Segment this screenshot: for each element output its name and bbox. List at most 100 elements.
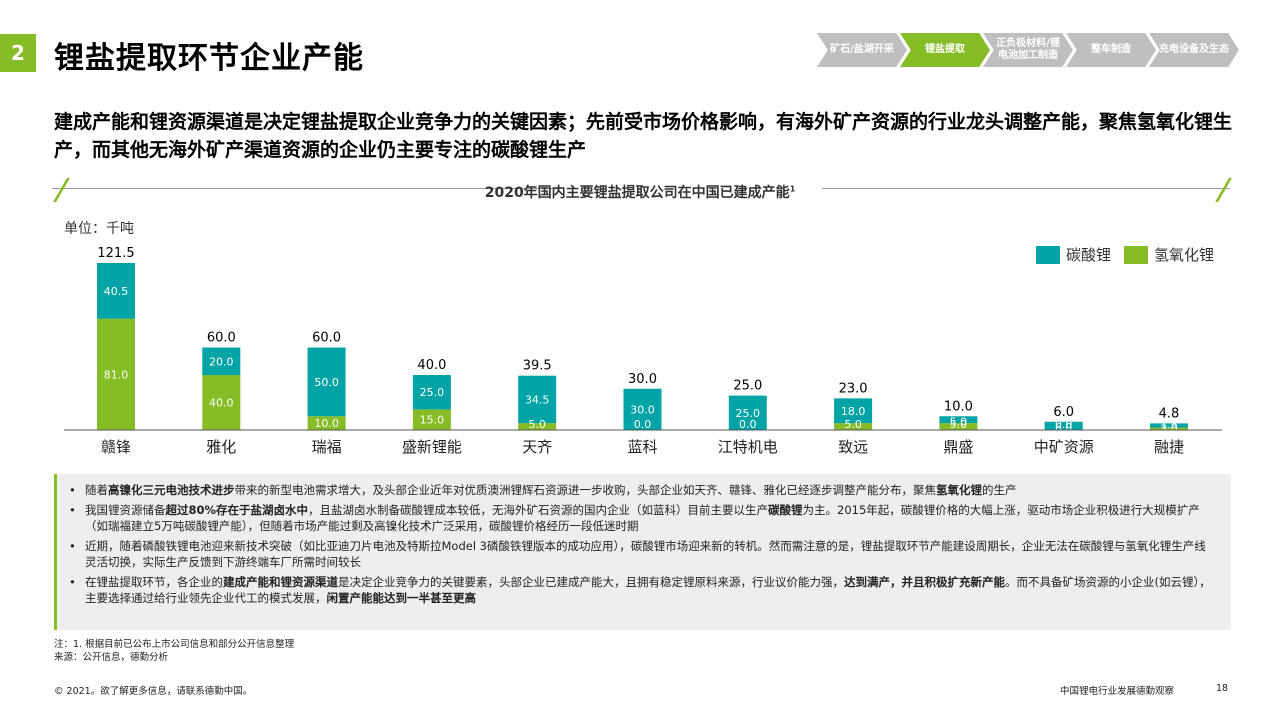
note-text: 随着: [85, 483, 108, 497]
data-label-total: 6.0: [1053, 405, 1074, 420]
bar-hydroxide: [939, 423, 978, 430]
bar-carbonate: [202, 347, 241, 376]
data-label-hydroxide: 5.0: [844, 418, 862, 431]
page-number: 18: [1216, 683, 1229, 694]
note-item: 近期，随着磷酸铁锂电池迎来新技术突破（如比亚迪刀片电池及特斯拉Model 3磷酸…: [65, 538, 1215, 570]
legend-label-carbonate: 碳酸锂: [1066, 246, 1112, 264]
data-label-hydroxide: 0.0: [1055, 418, 1073, 431]
bar-hydroxide: [97, 318, 135, 430]
data-label-carbonate: 18.0: [841, 405, 866, 418]
bar-hydroxide: [518, 423, 557, 430]
bar-carbonate: [307, 347, 346, 417]
data-label-carbonate: 25.0: [736, 407, 761, 420]
tick-label: 天齐: [522, 438, 552, 456]
data-label-hydroxide: 0.0: [634, 418, 652, 431]
note-emphasis: 超过80%存在于盐湖卤水中: [165, 503, 309, 517]
data-label-total: 23.0: [839, 381, 868, 396]
step-mining[interactable]: 矿石/盐湖开采: [817, 33, 907, 67]
data-label-hydroxide: 40.0: [209, 397, 234, 410]
bar-hydroxide: [1150, 427, 1188, 430]
title-rule-right: [822, 188, 1230, 189]
bar-carbonate: [623, 388, 662, 430]
bar-hydroxide: [412, 409, 451, 430]
footnote-1: 注：1. 根据目前已公布上市公司信息和部分公开信息整理: [54, 639, 295, 650]
footnotes: 注：1. 根据目前已公布上市公司信息和部分公开信息整理 来源：公开信息，德勤分析: [54, 638, 294, 664]
data-label-hydroxide: 15.0: [420, 414, 445, 427]
data-label-hydroxide: 1.8: [1160, 418, 1178, 431]
note-text: 的生产: [982, 483, 1017, 497]
bar-carbonate: [728, 395, 767, 430]
tick-label: 盛新锂能: [402, 438, 462, 456]
data-label-hydroxide: 0.0: [739, 418, 757, 431]
data-label-hydroxide: 81.0: [104, 368, 129, 381]
step-vehicle-manufacturing[interactable]: 整车制造: [1066, 33, 1156, 67]
chart-title-text: 2020年国内主要锂盐提取公司在中国已建成产能: [484, 185, 790, 201]
note-emphasis: 建成产能和锂资源渠道: [223, 575, 338, 589]
legend-swatch-carbonate: [1036, 245, 1060, 264]
data-label-carbonate: 40.5: [104, 285, 129, 298]
data-label-carbonate: 6.0: [1055, 421, 1073, 434]
data-label-total: 39.5: [523, 359, 552, 374]
step-charging-ecosystem[interactable]: 充电设备及生态: [1149, 33, 1239, 67]
data-label-carbonate: 20.0: [209, 355, 234, 368]
chart-title-footnote-mark: 1: [789, 184, 796, 194]
data-label-total: 121.5: [97, 246, 134, 261]
bar-carbonate: [834, 398, 873, 424]
data-label-total: 25.0: [733, 379, 762, 394]
legend-label-hydroxide: 氢氧化锂: [1154, 246, 1215, 264]
data-label-total: 30.0: [628, 372, 657, 387]
report-name: 中国锂电行业发展德勤观察: [1060, 686, 1175, 697]
data-label-carbonate: 5.0: [950, 415, 968, 428]
step-battery-manufacturing[interactable]: 正负极材料/锂电池加工制造: [983, 33, 1073, 67]
note-text: 近期，随着磷酸铁锂电池迎来新技术突破（如比亚迪刀片电池及特斯拉Model 3磷酸…: [85, 539, 1206, 569]
note-item: 我国锂资源储备超过80%存在于盐湖卤水中，且盐湖卤水制备碳酸锂成本较低，无海外矿…: [65, 502, 1215, 534]
tick-label: 雅化: [206, 438, 236, 456]
data-label-carbonate: 50.0: [314, 376, 339, 389]
tick-label: 蓝科: [627, 438, 657, 456]
data-label-carbonate: 34.5: [525, 393, 550, 406]
data-label-carbonate: 3.0: [1160, 422, 1178, 435]
data-label-total: 40.0: [417, 358, 446, 373]
tick-label: 中矿资源: [1034, 438, 1094, 456]
note-item: 随着高镍化三元电池技术进步带来的新型电池需求增大，及头部企业近年对优质澳洲锂辉石…: [65, 482, 1215, 498]
tick-label: 致远: [838, 438, 868, 456]
bar-carbonate: [518, 375, 557, 424]
chart-title: 2020年国内主要锂盐提取公司在中国已建成产能1: [0, 182, 1280, 202]
data-label-hydroxide: 5.0: [950, 418, 968, 431]
unit-label: 单位：千吨: [64, 221, 134, 237]
bar-carbonate: [97, 263, 135, 319]
data-label-hydroxide: 10.0: [314, 417, 339, 430]
legend-carbonate: 碳酸锂: [1036, 244, 1111, 265]
data-label-carbonate: 25.0: [420, 386, 445, 399]
note-text: 带来的新型电池需求增大，及头部企业近年对优质澳洲锂辉石资源进一步收购，头部企业如…: [234, 483, 937, 497]
tick-label: 江特机电: [718, 438, 778, 456]
note-emphasis: 氢氧化锂: [936, 483, 982, 497]
stacked-bar-chart: 81.0 40.5 121.5 赣锋 40.0 20.0 60.0 雅化 10.0 50.0 60.…: [64, 246, 1222, 456]
data-label-total: 60.0: [312, 331, 341, 346]
note-text: ，且盐湖卤水制备碳酸锂成本较低，无海外矿石资源的国内企业（如蓝科）目前主要以生产: [308, 503, 769, 517]
tick-label: 融捷: [1154, 438, 1184, 456]
notes-list: 随着高镍化三元电池技术进步带来的新型电池需求增大，及头部企业近年对优质澳洲锂辉石…: [65, 482, 1215, 606]
note-text: 为主。2015年起，碳酸锂价格的大幅上涨，驱动市场企业积极进行大规模扩产（如瑞福…: [85, 503, 1200, 533]
legend-swatch-hydroxide: [1124, 245, 1148, 264]
bar-carbonate: [1044, 421, 1083, 430]
legend-hydroxide: 氢氧化锂: [1124, 244, 1214, 265]
step-lithium-extraction[interactable]: 锂盐提取: [900, 33, 990, 67]
bar-hydroxide: [307, 416, 346, 430]
bar-carbonate: [1150, 423, 1188, 428]
page-subtitle: 建成产能和锂资源渠道是决定锂盐提取企业竞争力的关键因素；先前受市场价格影响，有海…: [54, 111, 1233, 161]
data-label-carbonate: 30.0: [630, 403, 655, 416]
note-text: 。而不具备矿场资源的小企业(如云锂），主要选择通过给行业领先企业代工的模式发展，: [85, 575, 1211, 605]
note-emphasis: 达到满产，并且积极扩充新产能: [844, 575, 1005, 589]
note-item: 在锂盐提取环节，各企业的建成产能和锂资源渠道是决定企业竞争力的关键要素，头部企业…: [65, 574, 1215, 606]
page-title: 锂盐提取环节企业产能: [54, 41, 364, 76]
title-rule-left: [52, 188, 562, 189]
data-label-total: 60.0: [207, 331, 236, 346]
note-text: 是决定企业竞争力的关键要素，头部企业已建成产能大，且拥有稳定锂原料来源，行业议价…: [338, 575, 844, 589]
bar-carbonate: [412, 375, 451, 410]
data-label-hydroxide: 5.0: [528, 418, 546, 431]
note-emphasis: 碳酸锂: [768, 503, 803, 517]
note-emphasis: 高镍化三元电池技术进步: [108, 483, 235, 497]
section-badge: 2: [0, 34, 36, 72]
copyright: © 2021。欲了解更多信息，请联系德勤中国。: [54, 686, 253, 697]
